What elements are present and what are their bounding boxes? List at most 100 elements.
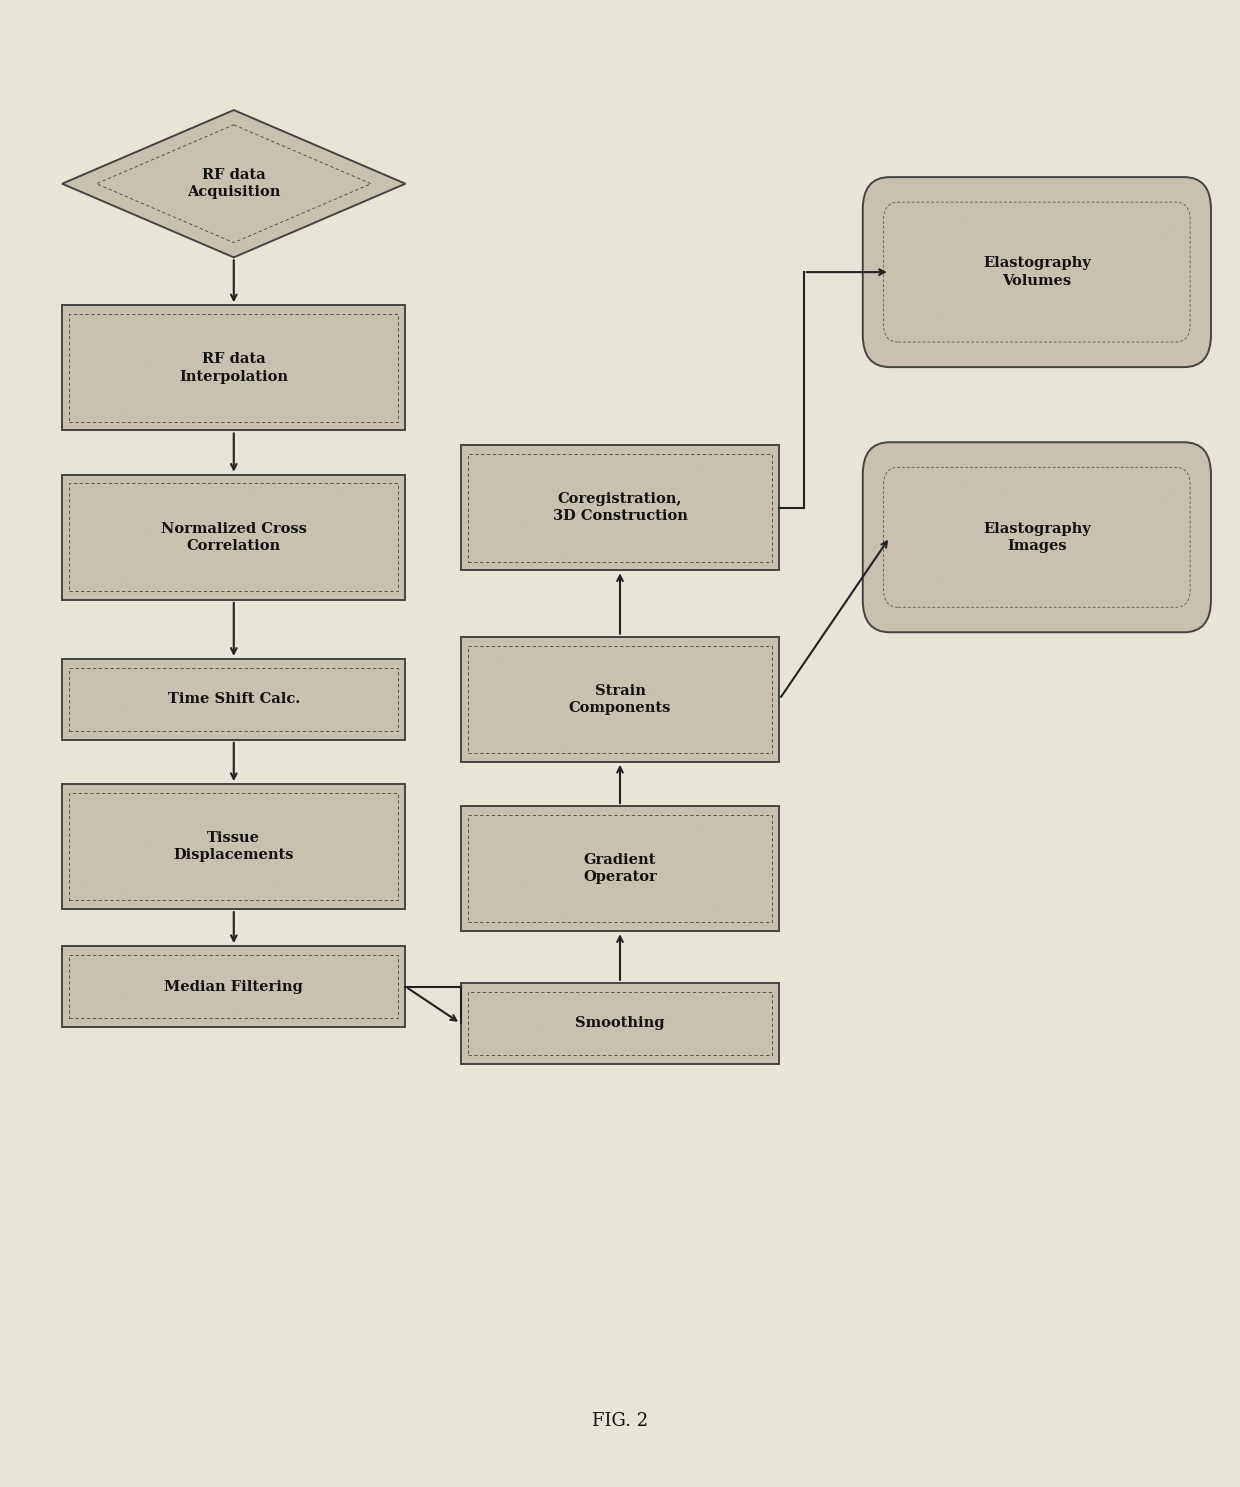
Point — [951, 204, 971, 228]
Point — [326, 822, 346, 846]
Point — [61, 503, 81, 526]
Point — [986, 516, 1006, 540]
Point — [151, 381, 171, 404]
Point — [942, 503, 962, 526]
Point — [734, 549, 754, 572]
Point — [193, 865, 213, 889]
Point — [112, 877, 131, 901]
Point — [249, 959, 269, 983]
Point — [753, 730, 773, 754]
Point — [325, 190, 345, 214]
Point — [347, 983, 367, 1007]
Point — [107, 186, 126, 210]
Point — [1063, 223, 1083, 247]
Point — [306, 345, 326, 369]
Point — [899, 254, 919, 278]
Point — [1142, 471, 1162, 495]
Point — [693, 482, 713, 506]
Point — [124, 965, 144, 989]
Point — [347, 696, 367, 720]
Point — [644, 989, 663, 1013]
Point — [134, 161, 154, 184]
Point — [346, 956, 366, 980]
Point — [1090, 562, 1110, 586]
Point — [531, 491, 551, 515]
Point — [100, 574, 120, 598]
Point — [531, 494, 551, 517]
Point — [215, 321, 234, 345]
Point — [92, 400, 112, 424]
Point — [926, 565, 946, 589]
Point — [930, 306, 950, 330]
Point — [161, 831, 181, 855]
Point — [491, 1038, 511, 1062]
Point — [358, 479, 378, 503]
Point — [290, 376, 310, 400]
Point — [543, 446, 563, 470]
Point — [299, 877, 319, 901]
Point — [283, 561, 303, 584]
Point — [601, 864, 621, 888]
Point — [268, 721, 288, 745]
Point — [200, 828, 219, 852]
Point — [291, 678, 311, 702]
Polygon shape — [62, 110, 405, 257]
Point — [208, 171, 228, 195]
Point — [1053, 486, 1073, 510]
Point — [377, 311, 397, 335]
Point — [210, 686, 229, 709]
Point — [250, 187, 270, 211]
Point — [703, 885, 723, 909]
Point — [487, 543, 507, 567]
Point — [651, 1045, 671, 1069]
Point — [1008, 226, 1028, 250]
Point — [242, 308, 262, 332]
Point — [71, 1002, 91, 1026]
Point — [201, 300, 221, 324]
Point — [1101, 303, 1121, 327]
Point — [704, 674, 724, 697]
Point — [374, 381, 394, 404]
Point — [381, 843, 401, 867]
Point — [110, 696, 130, 720]
Point — [268, 556, 288, 580]
Point — [259, 354, 279, 378]
Point — [588, 803, 608, 827]
Point — [658, 674, 678, 697]
Point — [913, 300, 932, 324]
Point — [634, 843, 653, 867]
Point — [231, 852, 250, 876]
Point — [536, 632, 556, 656]
Point — [200, 974, 219, 998]
Point — [522, 708, 542, 732]
Point — [544, 483, 564, 507]
Point — [1043, 540, 1063, 564]
Point — [68, 877, 88, 901]
Point — [329, 208, 348, 232]
Point — [759, 520, 779, 544]
Point — [288, 659, 308, 683]
Point — [134, 167, 154, 190]
Point — [275, 211, 295, 235]
Point — [759, 980, 779, 1004]
Point — [1064, 507, 1084, 531]
Point — [358, 309, 378, 333]
Point — [223, 671, 243, 694]
Point — [719, 854, 739, 877]
Point — [356, 480, 376, 504]
Point — [897, 476, 916, 500]
Point — [1083, 512, 1102, 535]
Point — [554, 735, 574, 758]
Point — [487, 904, 507, 928]
Point — [1060, 263, 1080, 287]
Point — [166, 483, 186, 507]
Point — [538, 529, 558, 553]
Point — [543, 684, 563, 708]
Point — [567, 877, 587, 901]
Point — [729, 812, 749, 836]
Point — [181, 311, 201, 335]
Point — [260, 216, 280, 239]
Point — [465, 1002, 485, 1026]
Point — [1142, 207, 1162, 230]
Point — [647, 675, 667, 699]
